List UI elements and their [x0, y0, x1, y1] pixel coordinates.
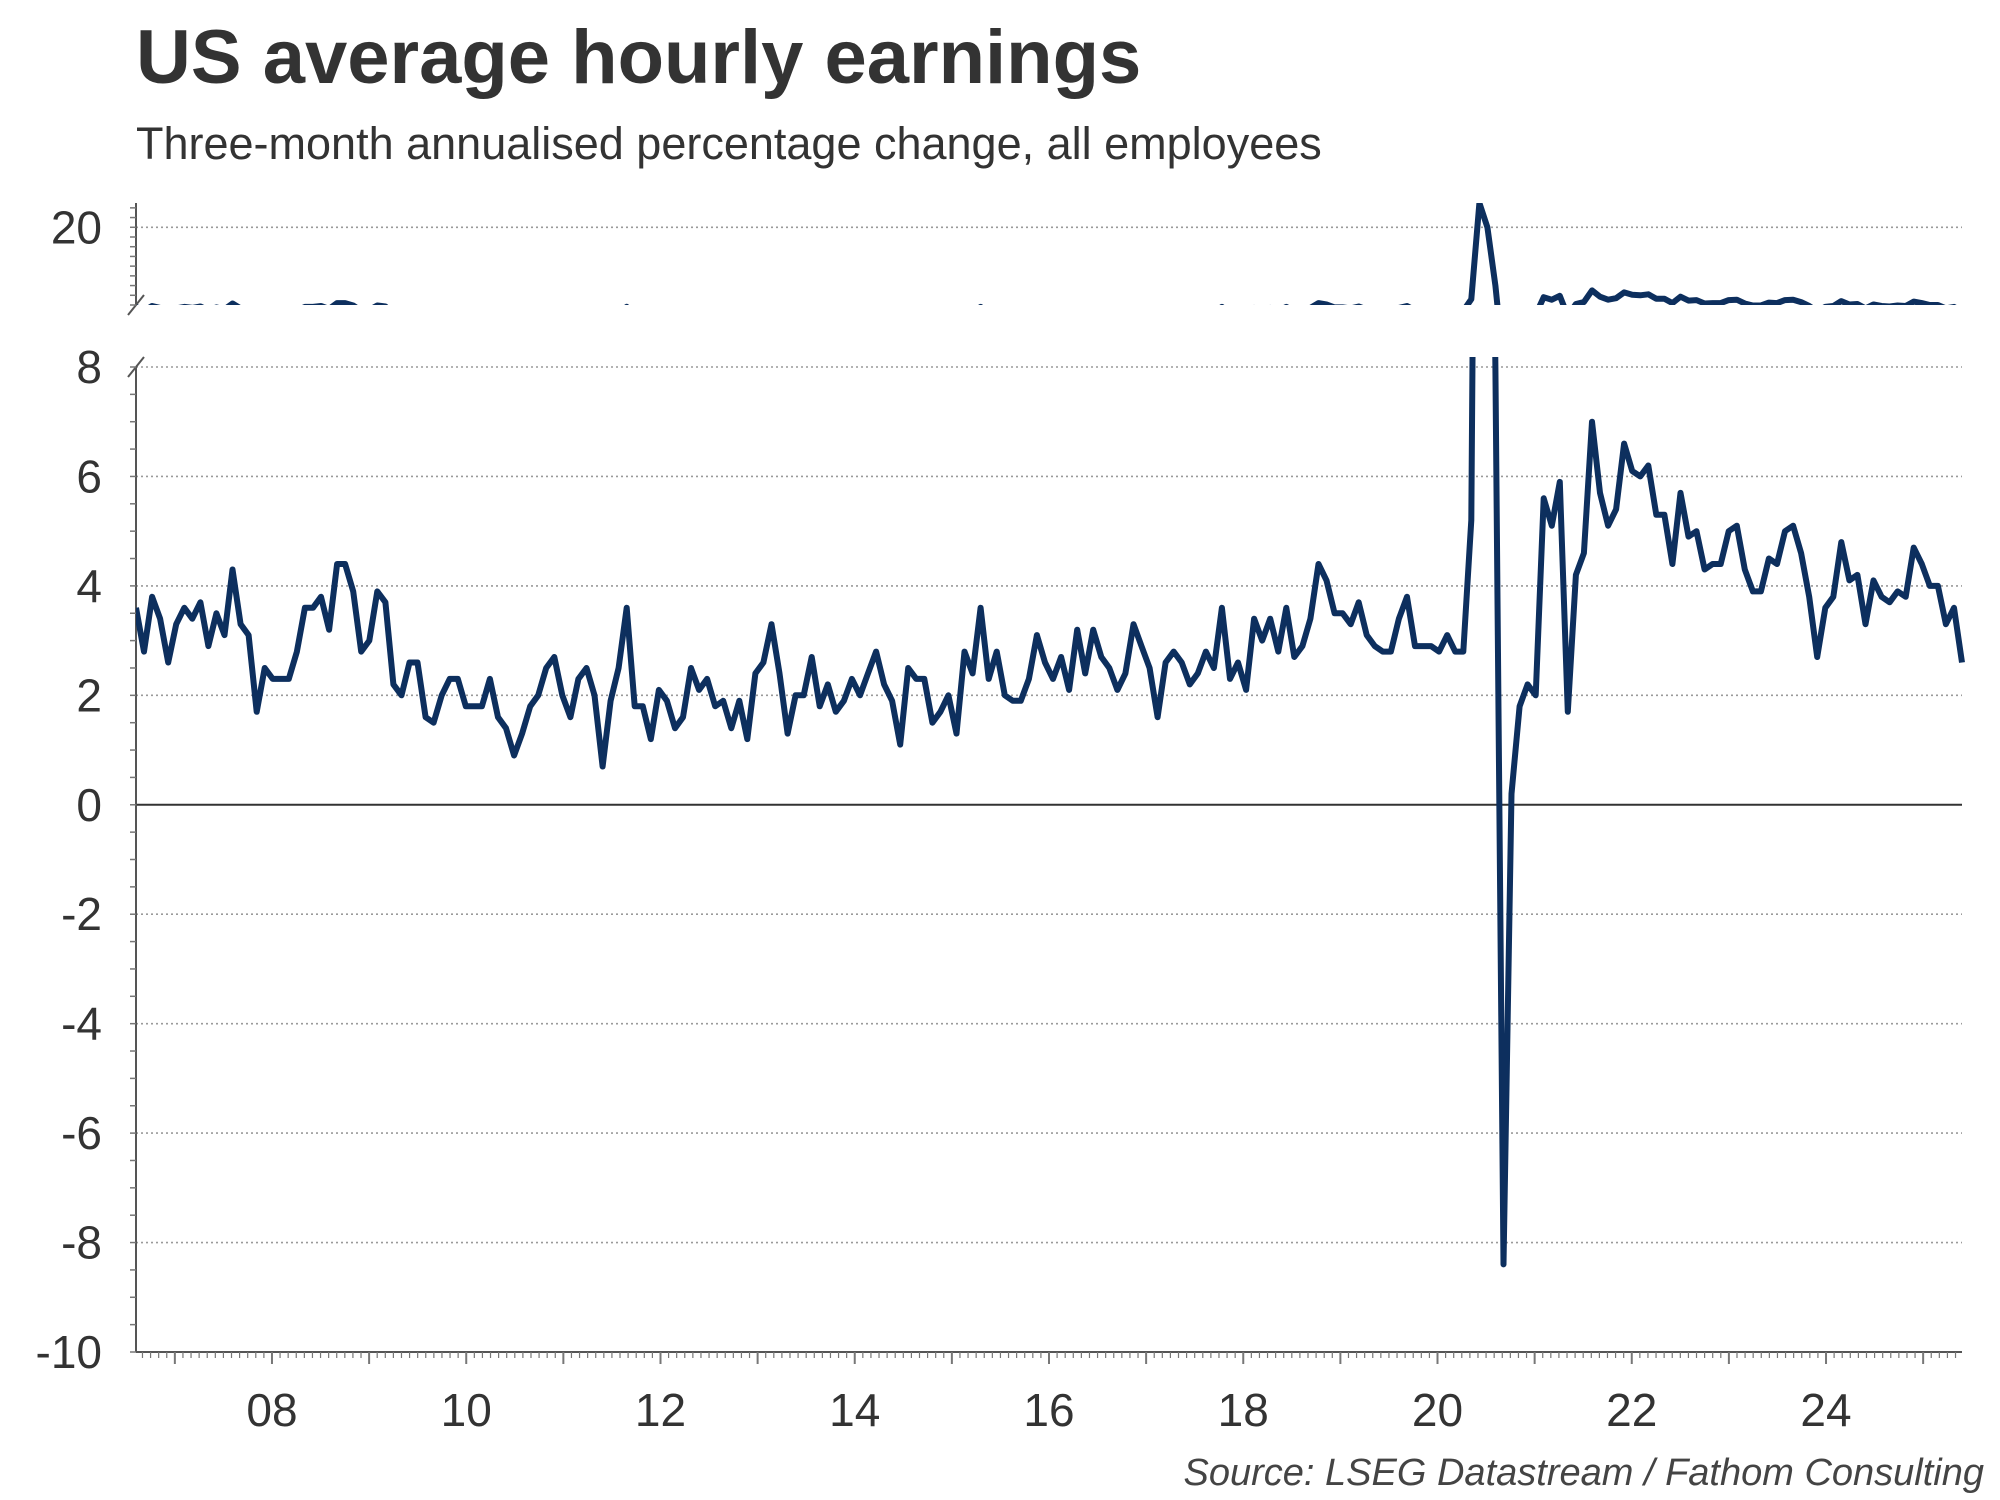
- y-tick-label-upper: 20: [51, 201, 102, 253]
- chart-title: US average hourly earnings: [136, 15, 1142, 100]
- y-tick-label: -8: [61, 1217, 102, 1269]
- y-tick-label: 8: [76, 341, 102, 393]
- y-tick-label: -4: [61, 998, 102, 1050]
- y-tick-label: 0: [76, 779, 102, 831]
- series-line: [136, 357, 1965, 1268]
- x-tick-label: 18: [1218, 1384, 1269, 1436]
- source-note: Source: LSEG Datastream / Fathom Consult…: [1183, 1452, 1984, 1494]
- series-line-upper: [136, 203, 1957, 305]
- x-tick-label: 14: [829, 1384, 880, 1436]
- y-tick-label: -10: [36, 1326, 102, 1378]
- x-tick-label: 10: [441, 1384, 492, 1436]
- x-tick-label: 22: [1606, 1384, 1657, 1436]
- x-tick-label: 24: [1800, 1384, 1851, 1436]
- x-tick-label: 16: [1023, 1384, 1074, 1436]
- y-tick-label: -2: [61, 888, 102, 940]
- y-tick-label: 6: [76, 450, 102, 502]
- y-tick-label: 2: [76, 669, 102, 721]
- x-tick-label: 20: [1412, 1384, 1463, 1436]
- y-tick-label: -6: [61, 1107, 102, 1159]
- x-tick-label: 08: [246, 1384, 297, 1436]
- y-tick-label: 4: [76, 560, 102, 612]
- chart-subtitle: Three-month annualised percentage change…: [136, 118, 1322, 169]
- x-tick-label: 12: [635, 1384, 686, 1436]
